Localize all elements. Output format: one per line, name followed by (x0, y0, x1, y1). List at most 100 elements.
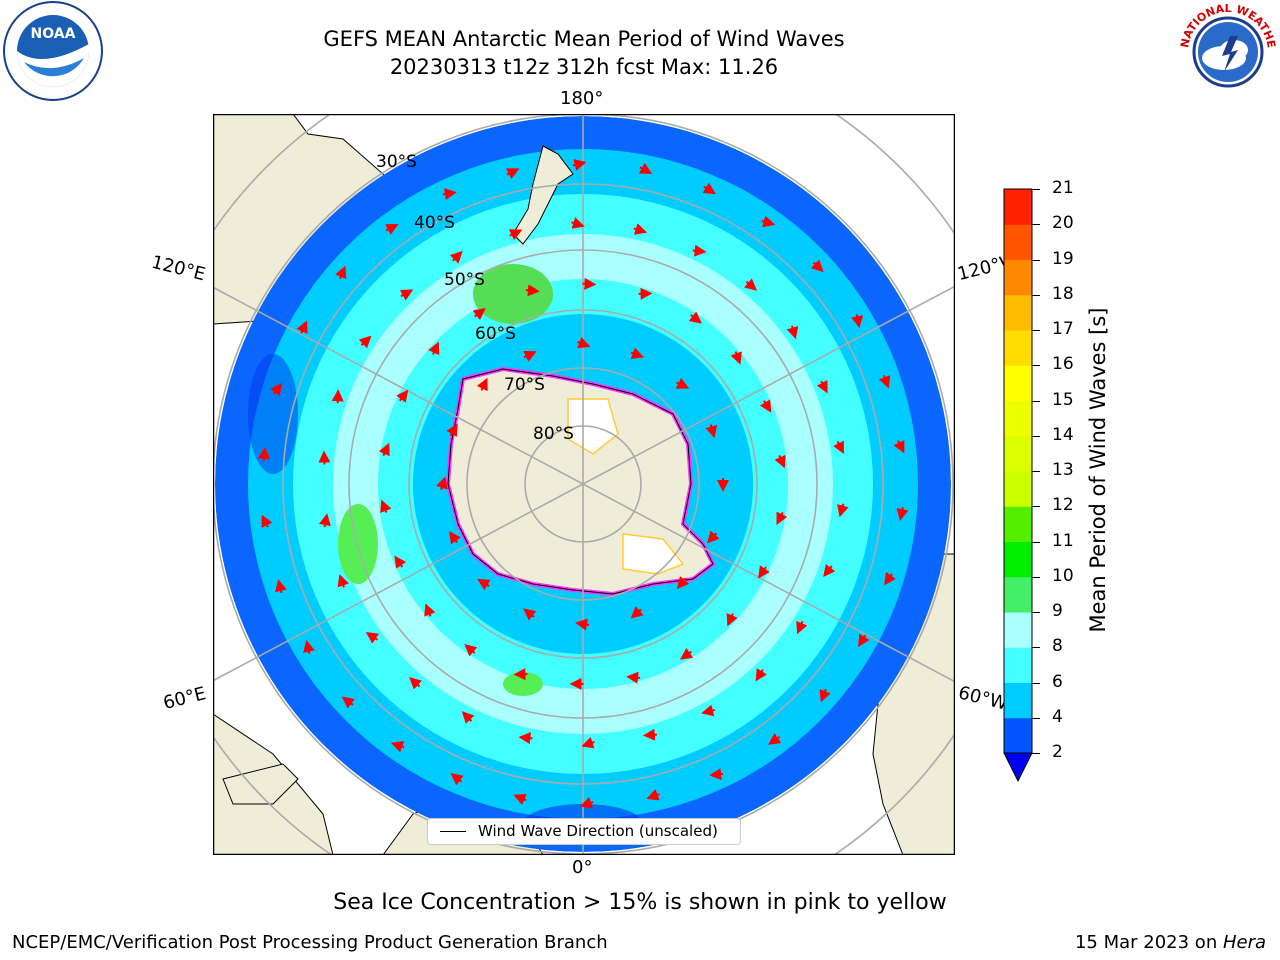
wind-wave-arrow (837, 503, 849, 518)
wind-wave-arrow (702, 182, 716, 195)
wind-wave-arrow (786, 325, 799, 340)
wind-wave-arrow (449, 250, 463, 264)
wind-wave-arrow (893, 439, 905, 454)
wind-wave-arrow (626, 671, 641, 684)
wind-wave-arrow (508, 229, 523, 241)
map-legend: Wind Wave Direction (unscaled) (427, 818, 741, 845)
colorbar-tick-label: 12 (1052, 495, 1074, 516)
wind-wave-arrow (385, 224, 399, 235)
wind-wave-arrow (878, 375, 891, 389)
wind-wave-arrow (705, 424, 718, 439)
wind-wave-arrow (428, 341, 440, 356)
footer-date: 15 Mar 2023 on Hera (1074, 932, 1266, 953)
colorbar-tick-label: 18 (1052, 283, 1074, 304)
lon-label-180: 180° (560, 88, 604, 109)
wind-wave-arrow (477, 578, 491, 591)
wind-wave-arrow (409, 677, 423, 690)
colorbar-tick-mark (1032, 682, 1040, 684)
colorbar-tick-mark (1032, 471, 1040, 472)
wind-wave-arrow (571, 217, 585, 229)
map-subtitle: 20230313 t12z 312h fcst Max: 11.26 (389, 55, 779, 79)
colorbar-tick-mark (1032, 647, 1040, 649)
wind-wave-arrow (505, 168, 520, 180)
wind-wave-arrow (365, 631, 380, 644)
wind-wave-arrow (774, 454, 786, 469)
colorbar-segment (1004, 189, 1032, 225)
lon-label-60e: 60°E (161, 683, 209, 714)
wind-wave-arrow (688, 311, 702, 324)
colorbar-segment (1004, 435, 1032, 472)
land-madagascar (222, 763, 299, 805)
wind-wave-arrow (833, 440, 844, 455)
colorbar-segment (1004, 400, 1032, 437)
wind-wave-arrow (759, 399, 772, 413)
colorbar-tick-mark (1032, 435, 1040, 437)
wind-wave-arrow (701, 704, 716, 717)
colorbar-tick-mark (1032, 541, 1040, 543)
colorbar-tick-mark (1032, 294, 1040, 296)
colorbar-tick-label: 16 (1052, 354, 1074, 375)
wind-wave-arrow (744, 278, 758, 291)
nws-logo: NATIONAL WEATHER SERVICE (1176, 0, 1278, 102)
wind-wave-arrow (341, 696, 355, 709)
colorbar-tick-mark (1032, 400, 1040, 402)
wind-wave-arrow (258, 446, 270, 461)
wind-wave-arrow (461, 711, 475, 724)
wind-wave-arrow (630, 606, 644, 619)
wind-wave-arrow (394, 555, 407, 569)
polar-map (213, 114, 955, 855)
colorbar-extend-triangle (1003, 752, 1033, 783)
colorbar-tick-mark (1032, 506, 1040, 508)
graticule (213, 114, 955, 855)
wind-wave-arrow (884, 572, 896, 586)
lat-label-50s: 50°S (444, 270, 485, 290)
lon-label-0: 0° (572, 857, 593, 878)
colorbar-tick-label: 8 (1052, 636, 1063, 657)
wind-wave-arrow (399, 289, 414, 301)
wind-wave-arrow (755, 668, 767, 682)
colorbar-tick-mark (1032, 576, 1040, 578)
wind-wave-arrow (796, 620, 808, 635)
wind-wave-arrow (819, 688, 831, 703)
colorbar-tick-mark (1032, 259, 1040, 261)
wind-wave-arrow (679, 647, 694, 660)
wind-wave-arrow (646, 789, 660, 801)
wind-wave-arrow (275, 579, 287, 594)
wind-wave-arrow (706, 530, 720, 544)
wind-wave-arrow (676, 576, 690, 590)
colorbar-segment (1004, 717, 1032, 754)
wind-wave-arrow (896, 507, 909, 521)
wind-wave-arrow (396, 389, 409, 403)
footer-credit: NCEP/EMC/Verification Post Processing Pr… (12, 932, 608, 953)
wind-wave-arrow (776, 511, 788, 525)
colorbar-tick-label: 9 (1052, 601, 1063, 621)
colorbar-segment (1004, 294, 1032, 331)
lat-label-70s: 70°S (504, 375, 545, 395)
wind-wave-arrow (730, 351, 742, 365)
wind-wave-arrow (446, 423, 458, 437)
colorbar-tick-label: 14 (1052, 424, 1074, 445)
land-new-zealand (512, 145, 574, 245)
wind-wave-arrow (575, 618, 590, 631)
lat-label-30s: 30°S (376, 152, 417, 172)
colorbar-tick-label: 21 (1052, 178, 1074, 198)
colorbar-tick-mark (1032, 717, 1040, 719)
wind-wave-arrows (258, 159, 909, 809)
wind-wave-arrow (858, 633, 870, 647)
legend-label: Wind Wave Direction (unscaled) (478, 822, 718, 840)
wind-wave-arrow (380, 499, 392, 514)
wind-wave-arrow (442, 188, 457, 200)
colorbar (1003, 188, 1033, 783)
wind-wave-arrow (579, 797, 594, 809)
colorbar-tick-label: 11 (1052, 530, 1074, 551)
wind-wave-arrow (518, 732, 533, 745)
wind-wave-arrow (261, 514, 273, 529)
wind-wave-arrow (572, 159, 587, 171)
wind-wave-arrow (851, 314, 864, 329)
colorbar-tick-label: 4 (1052, 706, 1063, 727)
colorbar-tick-label: 20 (1052, 213, 1074, 234)
colorbar-segment (1004, 506, 1032, 542)
colorbar-segment (1004, 612, 1032, 648)
wind-wave-arrow (450, 773, 464, 786)
wind-wave-arrow (823, 563, 836, 578)
